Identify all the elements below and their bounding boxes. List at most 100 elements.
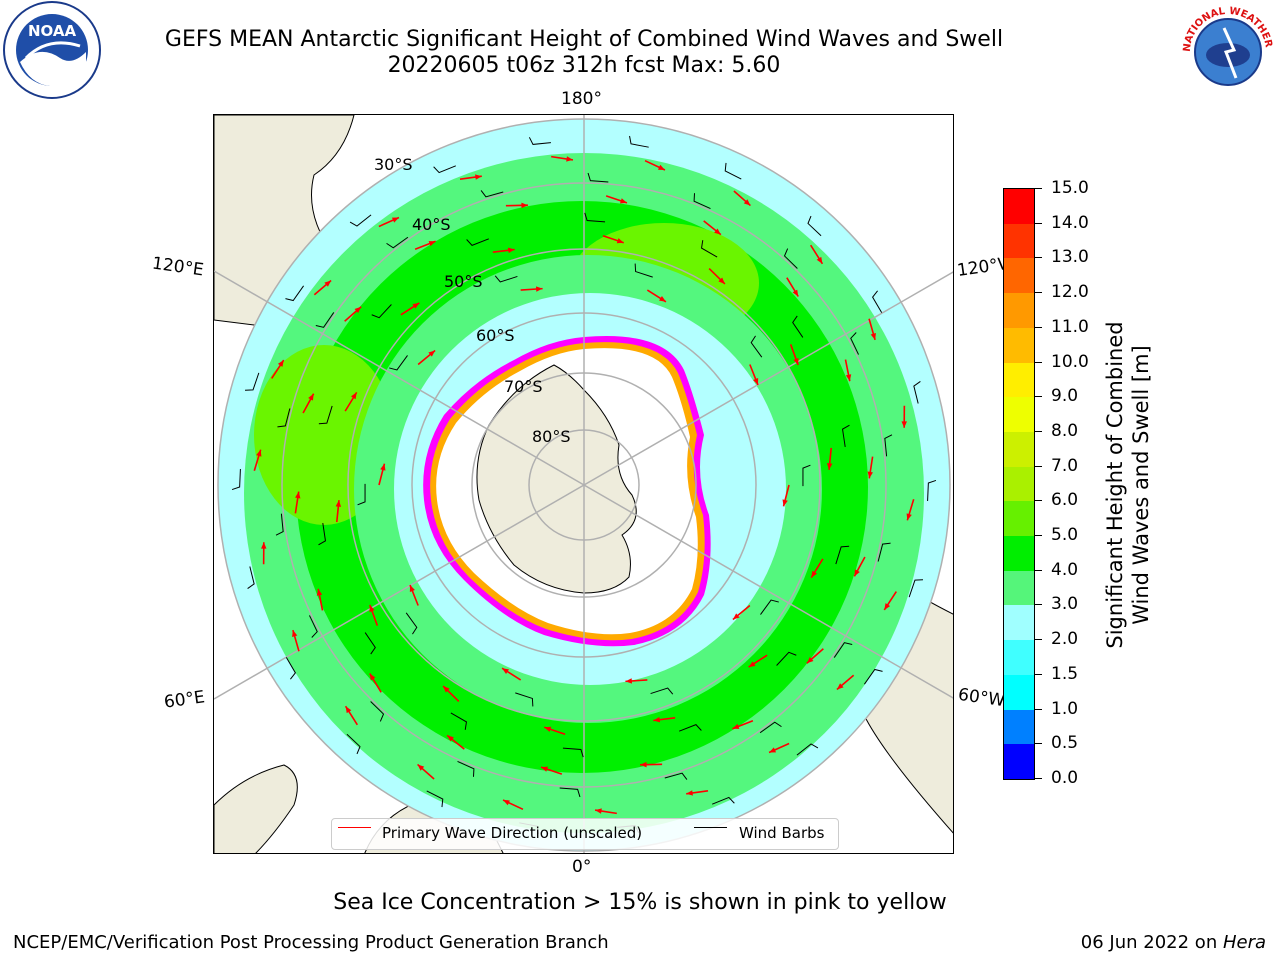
wind-barb [405, 612, 418, 635]
wave-arrow-head [782, 499, 788, 507]
colorbar-tick [1034, 465, 1042, 467]
wind-barb [841, 424, 850, 448]
wind-barb [480, 190, 504, 198]
wind-barb [712, 796, 735, 805]
legend-barb-label: Wind Barbs [739, 824, 825, 842]
colorbar-tick-label: 6.0 [1051, 490, 1079, 511]
colorbar-tick [1034, 188, 1042, 189]
wave-arrow-head [521, 202, 528, 209]
wind-barb [884, 434, 893, 457]
wind-barb [433, 165, 456, 174]
noaa-logo: NOAA [3, 1, 101, 99]
wave-arrow-head [350, 392, 357, 400]
colorbar-tick [1034, 604, 1042, 606]
colorbar-segment [1004, 501, 1034, 537]
colorbar-segment [1004, 397, 1034, 433]
wind-barb [426, 790, 444, 808]
colorbar-segment [1004, 536, 1034, 572]
wave-arrow-head [792, 289, 799, 297]
wind-barb [386, 236, 409, 249]
lon-label-0: 0° [572, 857, 592, 877]
colorbar-segment [1004, 605, 1034, 641]
wind-barb [701, 240, 718, 258]
antarctic-land [476, 364, 637, 594]
wind-barb [371, 304, 392, 319]
wind-barb [877, 542, 891, 562]
colorbar-tick-label: 13.0 [1051, 247, 1089, 268]
wind-barb [559, 787, 581, 798]
wave-arrow-head [295, 491, 301, 499]
colorbar-segment [1004, 674, 1034, 711]
wave-arrow-head [544, 726, 552, 732]
wind-barb [285, 285, 305, 302]
wind-barb [584, 212, 606, 223]
wind-barbs [231, 135, 937, 835]
wind-barb [247, 566, 255, 589]
wind-barb [807, 215, 822, 237]
wind-barb [927, 479, 937, 501]
colorbar-title-line2: Wind Waves and Swell [m] [1129, 345, 1153, 625]
wind-barb [634, 263, 653, 278]
colorbar-tick [1034, 778, 1042, 779]
wind-barb [457, 760, 475, 777]
wind-barb [863, 668, 883, 685]
wind-barb [796, 743, 819, 756]
wind-barb [494, 275, 518, 283]
wind-barb [679, 724, 702, 732]
colorbar-tick-label: 1.5 [1051, 663, 1079, 684]
colorbar-tick [1034, 396, 1042, 398]
wave-arrow-head [316, 588, 323, 596]
colorbar-segment [1004, 293, 1034, 329]
wind-barb [759, 721, 782, 734]
wind-barb [835, 545, 850, 565]
wave-arrow-head [502, 668, 509, 674]
wave-arrow-head [718, 277, 725, 284]
wind-barb [750, 335, 763, 358]
wave-arrow-head [409, 585, 415, 593]
wave-arrow-head [428, 350, 436, 357]
wind-barb-swatch [694, 827, 727, 828]
wave-arrow-head [507, 247, 515, 254]
wind-barb [629, 135, 649, 148]
wind-barb [318, 522, 327, 546]
wave-arrow-head [324, 280, 332, 287]
wave-arrow-head [412, 302, 420, 309]
wave-arrow-head [743, 199, 751, 206]
wave-arrow-head [369, 673, 376, 681]
colorbar-tick [1034, 500, 1042, 502]
polar-map: 30°S 40°S 50°S 60°S 70°S 80°S [214, 115, 953, 853]
wind-barb [277, 408, 291, 428]
wave-arrow-head [714, 228, 721, 235]
colorbar-segment [1004, 431, 1034, 468]
colorbar-tick [1034, 430, 1042, 432]
colorbar-tick [1034, 292, 1042, 294]
colorbar-segment [1004, 258, 1034, 294]
wind-barb [275, 513, 284, 536]
wind-barb [466, 238, 489, 246]
colorbar-tick [1034, 257, 1042, 259]
wind-barb [664, 772, 688, 780]
wave-arrow-head [261, 542, 267, 549]
wave-arrow-head [806, 656, 814, 664]
wind-barb [315, 312, 335, 328]
wave-arrow-head [836, 683, 844, 690]
wave-arrows [253, 155, 915, 815]
wind-barb [245, 372, 260, 391]
wave-arrow-head [826, 463, 833, 470]
wind-barb [850, 332, 859, 355]
wave-arrow-head [428, 241, 436, 247]
colorbar-tick [1034, 569, 1042, 571]
wind-barb [357, 483, 366, 506]
wind-barb [318, 405, 333, 425]
colorbar-title: Significant Height of Combined Wind Wave… [1102, 265, 1154, 705]
wind-barb [231, 469, 241, 491]
wind-barb [349, 214, 372, 227]
lon-label-120e: 120°E [150, 253, 205, 281]
colorbar-tick-label: 10.0 [1051, 351, 1089, 372]
colorbar-segment [1004, 640, 1034, 676]
wind-barb [285, 657, 296, 680]
wave-arrow-head [443, 686, 450, 693]
colorbar-segment [1004, 570, 1034, 606]
colorbar-tick [1034, 639, 1042, 641]
chart-subtitle: 20220605 t06z 312h fcst Max: 5.60 [387, 53, 781, 78]
